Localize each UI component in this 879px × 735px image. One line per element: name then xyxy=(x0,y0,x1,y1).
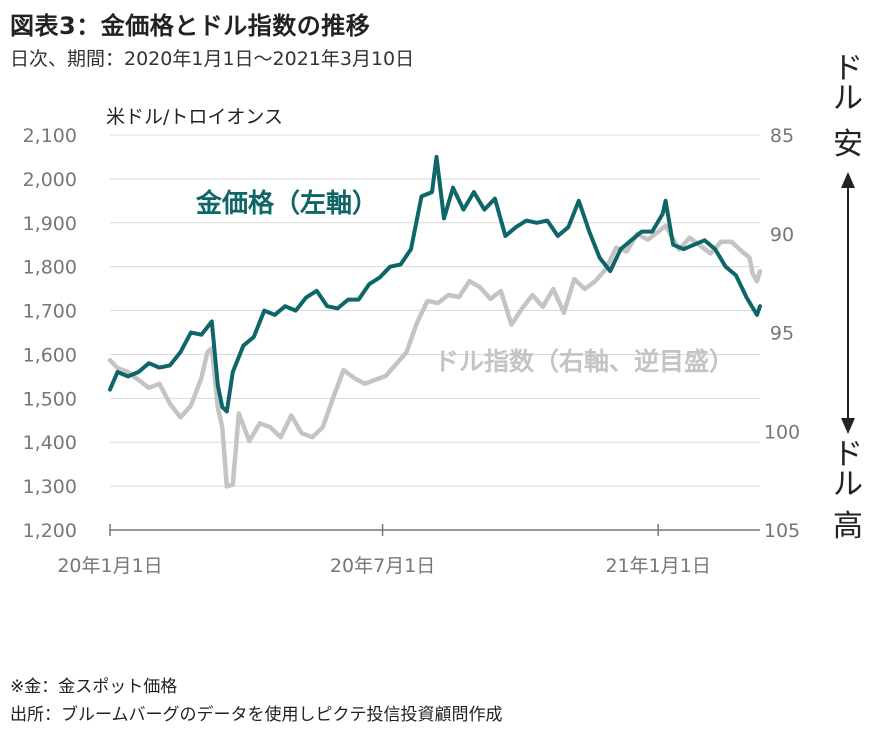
left-tick-label: 1,300 xyxy=(23,476,77,498)
x-axis: 20年1月1日 20年7月1日 21年1月1日 xyxy=(57,524,760,577)
dollar-strong-label-3: 高 xyxy=(833,509,863,544)
chart-subtitle: 日次、期間：2020年1月1日～2021年3月10日 xyxy=(10,48,415,70)
dollar-index-line xyxy=(107,223,763,489)
right-axis-ticks: 85 90 95 100 105 xyxy=(764,125,800,542)
left-tick-label: 1,200 xyxy=(23,520,77,542)
left-tick-label: 1,800 xyxy=(23,257,77,279)
dollar-series-label: ドル指数（右軸、逆目盛） xyxy=(434,347,734,376)
chart-title: 図表3：金価格とドル指数の推移 xyxy=(10,12,371,40)
x-tick-label: 20年1月1日 xyxy=(57,555,162,577)
dollar-weak-label-1: ド xyxy=(833,51,863,86)
left-axis-unit: 米ドル/トロイオンス xyxy=(106,106,283,128)
right-tick-label: 95 xyxy=(770,323,794,345)
up-arrow-icon xyxy=(841,172,855,188)
right-tick-label: 105 xyxy=(764,520,800,542)
down-arrow-icon xyxy=(841,418,855,434)
left-axis-ticks: 2,100 2,000 1,900 1,800 1,700 1,600 1,500 1,400… xyxy=(23,125,77,542)
right-tick-label: 85 xyxy=(770,125,794,147)
note-source: 出所：ブルームバーグのデータを使用しピクテ投信投資顧問作成 xyxy=(10,705,503,725)
x-tick-label: 20年7月1日 xyxy=(330,555,435,577)
dollar-strong-label-2: ル xyxy=(833,467,863,502)
left-tick-label: 1,500 xyxy=(23,388,77,410)
right-tick-label: 90 xyxy=(770,224,794,246)
gold-price-line xyxy=(108,154,762,414)
x-tick-label: 21年1月1日 xyxy=(605,555,710,577)
gold-series-label: 金価格（左軸） xyxy=(195,188,378,219)
left-tick-label: 1,400 xyxy=(23,432,77,454)
left-tick-label: 1,900 xyxy=(23,213,77,235)
dollar-weak-label-3: 安 xyxy=(833,127,863,162)
left-tick-label: 2,100 xyxy=(23,125,77,147)
left-tick-label: 1,600 xyxy=(23,344,77,366)
right-tick-label: 100 xyxy=(764,421,800,443)
note-gold: ※金：金スポット価格 xyxy=(10,677,178,697)
left-tick-label: 1,700 xyxy=(23,301,77,323)
left-tick-label: 2,000 xyxy=(23,169,77,191)
dollar-weak-label-2: ル xyxy=(833,81,863,116)
dollar-strong-label-1: ド xyxy=(833,437,863,472)
series-lines xyxy=(107,154,763,489)
